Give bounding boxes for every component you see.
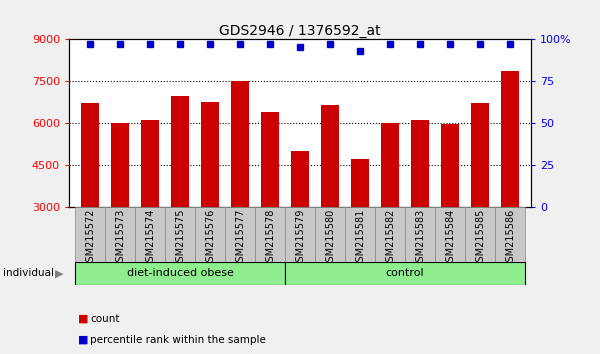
Bar xyxy=(495,207,525,262)
Bar xyxy=(111,123,129,207)
Text: GSM215586: GSM215586 xyxy=(505,209,515,268)
Bar xyxy=(381,123,399,207)
Bar xyxy=(285,207,315,262)
Text: GSM215582: GSM215582 xyxy=(385,209,395,268)
Bar xyxy=(75,262,285,285)
Text: GSM215572: GSM215572 xyxy=(85,209,95,268)
Text: GSM215573: GSM215573 xyxy=(115,209,125,268)
Bar xyxy=(375,207,405,262)
Text: GSM215583: GSM215583 xyxy=(415,209,425,268)
Text: individual: individual xyxy=(3,268,54,279)
Text: GSM215575: GSM215575 xyxy=(175,209,185,268)
Bar xyxy=(231,81,249,207)
Bar xyxy=(321,105,339,207)
Text: GSM215585: GSM215585 xyxy=(475,209,485,268)
Text: GSM215576: GSM215576 xyxy=(205,209,215,268)
Bar xyxy=(291,151,309,207)
Text: percentile rank within the sample: percentile rank within the sample xyxy=(90,335,266,345)
Bar xyxy=(195,207,225,262)
Text: ▶: ▶ xyxy=(55,268,63,279)
Bar xyxy=(81,103,99,207)
Bar xyxy=(411,120,429,207)
Text: GSM215584: GSM215584 xyxy=(445,209,455,268)
Bar xyxy=(351,159,369,207)
Text: ■: ■ xyxy=(78,314,89,324)
Text: GSM215580: GSM215580 xyxy=(325,209,335,268)
Text: control: control xyxy=(386,268,424,279)
Text: diet-induced obese: diet-induced obese xyxy=(127,268,233,279)
Bar xyxy=(285,262,525,285)
Bar xyxy=(315,207,345,262)
Bar xyxy=(171,96,189,207)
Bar xyxy=(165,207,195,262)
Bar xyxy=(471,103,489,207)
Title: GDS2946 / 1376592_at: GDS2946 / 1376592_at xyxy=(219,24,381,38)
Text: count: count xyxy=(90,314,119,324)
Bar xyxy=(405,207,435,262)
Bar xyxy=(345,207,375,262)
Text: GSM215578: GSM215578 xyxy=(265,209,275,268)
Text: GSM215574: GSM215574 xyxy=(145,209,155,268)
Bar xyxy=(261,112,279,207)
Bar xyxy=(135,207,165,262)
Bar xyxy=(501,71,519,207)
Bar xyxy=(75,207,105,262)
Bar xyxy=(441,124,459,207)
Text: ■: ■ xyxy=(78,335,89,345)
Bar xyxy=(141,120,159,207)
Text: GSM215581: GSM215581 xyxy=(355,209,365,268)
Bar xyxy=(435,207,465,262)
Text: GSM215577: GSM215577 xyxy=(235,209,245,268)
Bar xyxy=(105,207,135,262)
Bar xyxy=(465,207,495,262)
Bar xyxy=(225,207,255,262)
Bar xyxy=(255,207,285,262)
Text: GSM215579: GSM215579 xyxy=(295,209,305,268)
Bar xyxy=(201,102,219,207)
